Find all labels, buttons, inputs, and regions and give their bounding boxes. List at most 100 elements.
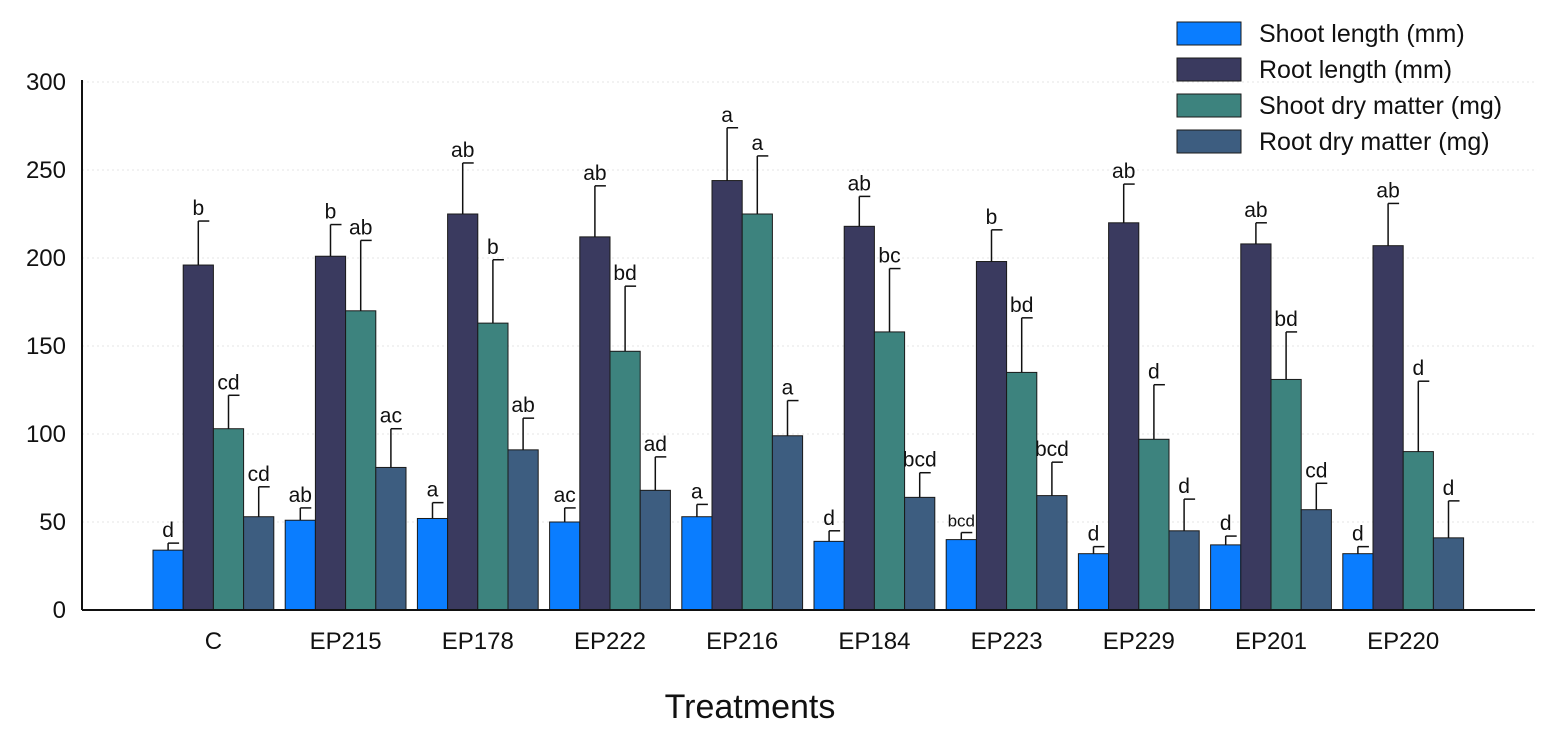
bar (975, 261, 1008, 611)
bar (1402, 451, 1434, 611)
bar (945, 539, 977, 611)
significance-letter: ad (644, 433, 667, 456)
significance-letter: bc (878, 245, 900, 268)
bar (375, 466, 407, 611)
bar (182, 264, 214, 611)
bar (1342, 553, 1374, 611)
significance-letter: bcd (903, 449, 937, 472)
bar (873, 331, 906, 611)
significance-letter: cd (217, 371, 239, 394)
significance-letter: bd (613, 262, 636, 285)
legend-swatch (1176, 21, 1242, 46)
significance-letter: b (986, 206, 998, 229)
bar (1372, 245, 1404, 611)
bar (1300, 509, 1332, 611)
significance-letter: cd (248, 463, 270, 486)
significance-letter: a (427, 479, 439, 502)
bar (639, 489, 671, 611)
significance-letter: d (1443, 477, 1455, 500)
bars (152, 180, 1465, 611)
bar (549, 521, 581, 611)
significance-letter: ab (289, 484, 312, 507)
significance-letter: a (782, 377, 794, 400)
bar (477, 322, 509, 611)
significance-letter: b (325, 201, 337, 224)
significance-letter: b (487, 236, 499, 259)
legend-label: Root length (mm) (1259, 56, 1452, 84)
significance-letter: a (691, 480, 703, 503)
y-tick-label: 150 (26, 333, 66, 360)
bar (1240, 243, 1272, 611)
error-bars (167, 127, 1460, 554)
significance-letter: ab (451, 139, 474, 162)
bar (314, 255, 347, 611)
legend-swatch (1176, 93, 1242, 118)
x-category-label: EP216 (706, 628, 778, 655)
bar (212, 428, 245, 611)
significance-letter: d (1148, 361, 1160, 384)
significance-letter: a (751, 132, 763, 155)
legend: Shoot length (mm) Root length (mm) Shoot d… (1176, 20, 1502, 156)
bar (711, 180, 743, 611)
significance-letter: bcd (1035, 438, 1069, 461)
y-tick-label: 300 (26, 69, 66, 96)
y-tick-labels: 0 50 100 150 200 250 300 (26, 69, 66, 624)
bar (152, 549, 184, 611)
bar (681, 516, 713, 611)
y-tick-label: 200 (26, 245, 66, 272)
bar (1432, 537, 1465, 611)
bar (741, 213, 773, 611)
bar (1108, 222, 1140, 611)
bar (843, 225, 875, 611)
significance-letter: ab (1112, 160, 1135, 183)
significance-letter: d (162, 519, 174, 542)
bar (1270, 378, 1302, 611)
y-tick-label: 50 (39, 509, 66, 536)
significance-letters: dbcdcdabbabacaabbabacabbdadaaaadabbcbcdb… (162, 104, 1454, 546)
significance-letter: a (721, 104, 733, 127)
y-tick-label: 100 (26, 421, 66, 448)
significance-letter: ab (583, 162, 606, 185)
legend-label: Root dry matter (mg) (1259, 128, 1490, 156)
x-category-label: EP215 (310, 628, 382, 655)
x-category-label: EP201 (1235, 628, 1307, 655)
significance-letter: ab (848, 172, 871, 195)
bar (771, 435, 804, 611)
bar (1006, 371, 1038, 611)
y-tick-label: 0 (53, 597, 66, 624)
x-category-label: C (205, 628, 222, 655)
bar (1077, 553, 1110, 611)
significance-letter: ab (511, 394, 534, 417)
x-category-label: EP223 (971, 628, 1043, 655)
legend-label: Shoot dry matter (mg) (1259, 92, 1502, 120)
bar (284, 519, 316, 611)
bar (579, 236, 611, 611)
bar (1138, 438, 1170, 611)
bar (1036, 495, 1068, 611)
bar (1168, 530, 1200, 611)
significance-letter: d (1352, 523, 1364, 546)
significance-letter: d (1178, 475, 1190, 498)
bar (416, 517, 449, 611)
bar (813, 540, 845, 611)
legend-label: Shoot length (mm) (1259, 20, 1465, 48)
significance-letter: ab (349, 216, 372, 239)
y-tick-label: 250 (26, 157, 66, 184)
significance-letter: b (192, 197, 204, 220)
x-category-labels: C EP215 EP178 EP222 EP216 EP184 EP223 EP229 EP20… (205, 628, 1440, 655)
bar (447, 213, 479, 611)
x-category-label: EP184 (838, 628, 910, 655)
legend-swatch (1176, 129, 1242, 154)
bar (243, 516, 275, 611)
x-category-label: EP178 (442, 628, 514, 655)
bar (1210, 544, 1242, 611)
significance-letter: ab (1244, 199, 1267, 222)
significance-letter: d (1412, 357, 1424, 380)
significance-letter: bcd (948, 512, 975, 531)
x-category-label: EP222 (574, 628, 646, 655)
bar (345, 310, 377, 611)
significance-letter: ab (1376, 179, 1399, 202)
x-category-label: EP220 (1367, 628, 1439, 655)
x-axis-label: Treatments (665, 688, 836, 726)
significance-letter: d (1088, 523, 1100, 546)
